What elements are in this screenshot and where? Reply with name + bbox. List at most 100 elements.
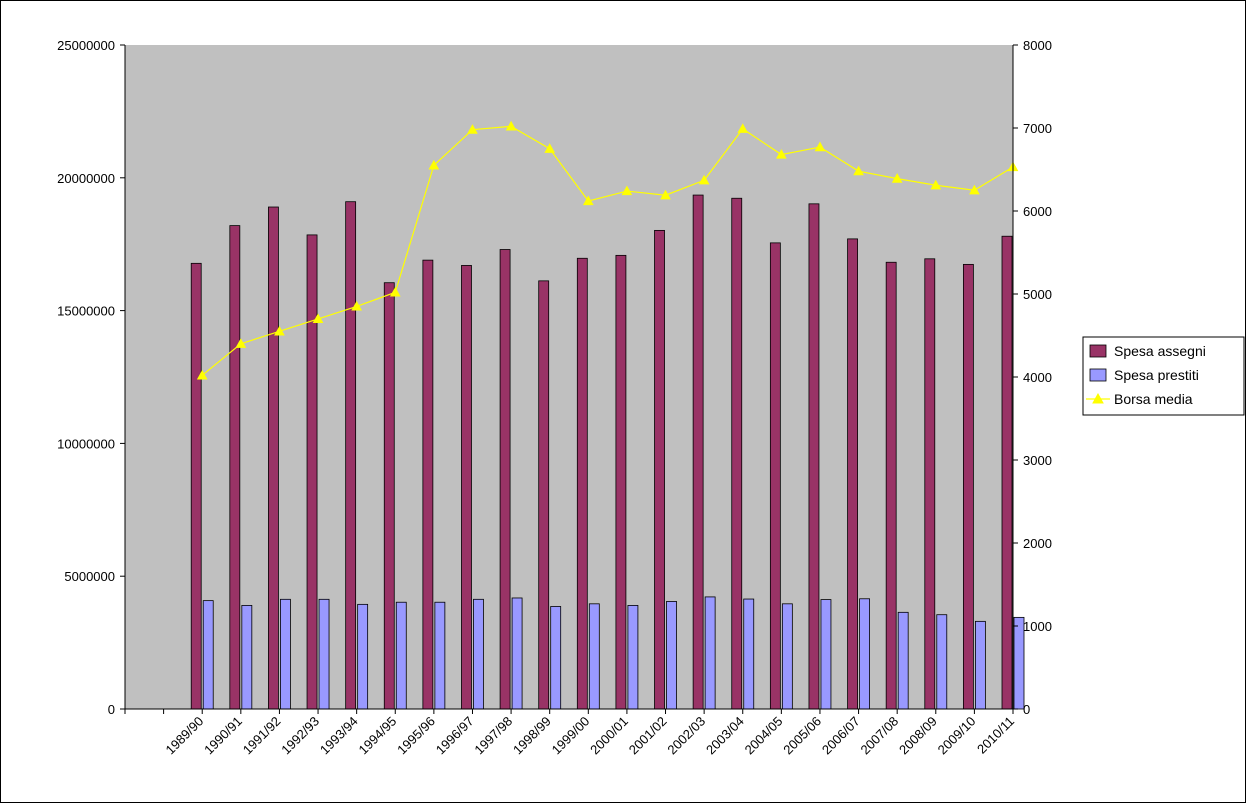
plot-area [125,45,1013,709]
point-borsa-media [660,189,671,200]
line-group [196,120,1019,380]
point-borsa-media [969,184,980,195]
legend: Spesa assegni Spesa prestiti Borsa media [1082,336,1245,416]
bar-spesa-assegni [654,229,665,710]
bar-spesa-prestiti [318,598,330,710]
x-tick-label: 1996/97 [433,714,477,758]
right-tick-label: 0 [1023,702,1030,717]
bar-group [190,194,1025,710]
right-tick-label: 4000 [1023,370,1052,385]
point-borsa-media [235,338,247,348]
point-borsa-media [428,159,440,170]
point-borsa-media [544,143,556,153]
bar-spesa-assegni [808,203,820,710]
bar-spesa-prestiti [743,598,755,710]
point-borsa-media [775,149,787,159]
x-tick-label: 1990/91 [201,714,245,758]
bar-spesa-assegni [190,262,202,710]
right-tick-label: 1000 [1023,619,1052,634]
legend-box [1082,336,1245,416]
x-tick-label: 1999/00 [549,714,593,758]
right-tick-label: 6000 [1023,204,1052,219]
legend-label: Spesa assegni [1114,343,1206,359]
bar-spesa-assegni [885,261,897,710]
left-tick-label: 5000000 [64,569,115,584]
bar-spesa-assegni [268,206,279,710]
bar-spesa-assegni [345,201,357,710]
bar-spesa-prestiti [936,614,948,710]
right-tick-label: 3000 [1023,453,1052,468]
left-tick-label: 15000000 [57,304,115,319]
legend-swatch [1089,368,1107,382]
bar-spesa-assegni [731,197,743,710]
bar-spesa-assegni [499,249,511,710]
x-tick-label: 1994/95 [356,714,400,758]
bar-spesa-assegni [576,257,588,710]
bar-spesa-assegni [422,259,434,710]
legend-marker [1092,392,1104,404]
bar-spesa-prestiti [511,597,523,710]
x-tick-label: 2004/05 [742,714,786,758]
bar-spesa-prestiti [781,603,793,710]
bar-spesa-assegni [461,265,472,710]
bar-spesa-prestiti [280,598,291,710]
x-tick-label: 2000/01 [587,714,631,758]
x-tick-label: 1991/92 [240,714,284,758]
bar-spesa-prestiti [357,603,369,710]
bar-spesa-prestiti [897,611,909,710]
left-tick-label: 25000000 [57,38,115,53]
point-borsa-media [698,174,710,185]
point-borsa-media [737,123,749,133]
bar-spesa-prestiti [666,601,677,710]
bar-spesa-prestiti [550,606,562,710]
point-borsa-media [389,286,401,297]
x-tick-label: 2001/02 [626,714,670,758]
point-borsa-media [930,179,942,190]
x-tick-label: 2008/09 [896,714,940,758]
point-borsa-media [891,173,903,183]
point-borsa-media [467,124,478,134]
left-tick-label: 20000000 [57,171,115,186]
x-tick-label: 2006/07 [819,714,863,758]
left-tick-label: 0 [108,702,115,717]
bar-spesa-prestiti [627,605,639,710]
bar-spesa-assegni [306,234,318,710]
point-borsa-media [196,369,208,380]
bar-spesa-prestiti [434,601,446,710]
point-borsa-media [351,300,363,311]
x-tick-label: 2005/06 [780,714,824,758]
x-tick-label: 1993/94 [317,714,361,758]
bar-spesa-assegni [769,242,781,710]
x-tick-label: 2002/03 [664,714,708,758]
bar-spesa-assegni [229,225,241,710]
bar-spesa-prestiti [859,598,870,710]
x-tick-label: 2010/11 [974,714,1017,757]
bar-spesa-prestiti [974,620,986,710]
point-borsa-media [312,313,324,323]
point-borsa-media [621,185,633,196]
bar-spesa-prestiti [241,605,253,710]
bar-spesa-assegni [692,194,704,710]
x-tick-label: 1997/98 [471,714,515,758]
point-borsa-media [582,195,594,206]
right-tick-label: 5000 [1023,287,1052,302]
bar-spesa-assegni [924,258,936,710]
bar-spesa-assegni [538,280,550,710]
bar-spesa-prestiti [588,603,600,710]
left-tick-label: 10000000 [57,436,115,451]
bar-spesa-assegni [847,238,858,710]
point-borsa-media [853,165,864,176]
legend-label: Spesa prestiti [1114,367,1199,383]
right-tick-label: 8000 [1023,38,1052,53]
x-tick-label: 1989/90 [162,714,206,758]
x-tick-label: 1995/96 [394,714,438,758]
x-tick-label: 1992/93 [278,714,322,758]
legend-swatch [1089,344,1107,358]
point-borsa-media [505,120,517,131]
legend-label: Borsa media [1114,391,1193,407]
point-borsa-media [274,325,285,336]
bar-spesa-assegni [1001,235,1013,710]
x-tick-label: 1998/99 [510,714,554,758]
